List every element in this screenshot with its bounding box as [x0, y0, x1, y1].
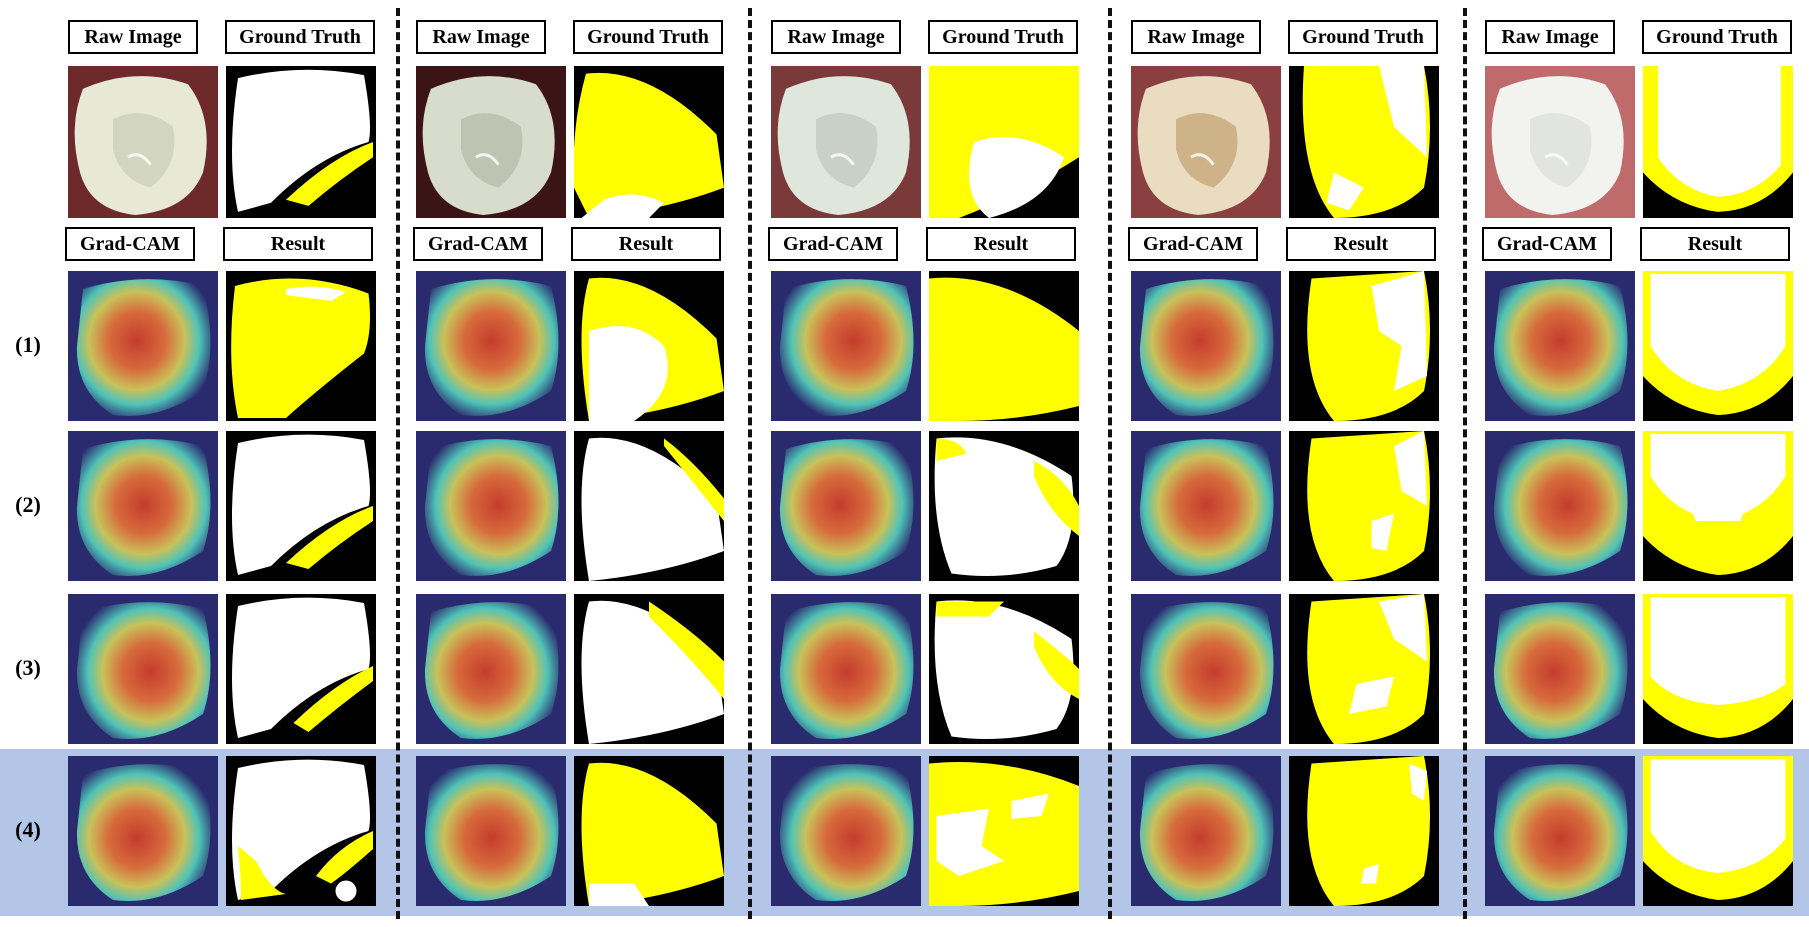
grad-cam-heatmap [416, 271, 566, 421]
header-grad-cam: Grad-CAM [65, 227, 195, 261]
row-label: (3) [15, 655, 41, 680]
ground-truth-mask [929, 66, 1079, 218]
grad-cam-heatmap [1131, 431, 1281, 581]
grad-cam-heatmap [1131, 756, 1281, 906]
grad-cam-heatmap [1485, 594, 1635, 744]
header-ground-truth: Ground Truth [928, 20, 1078, 54]
grad-cam-heatmap [771, 431, 921, 581]
result-mask [574, 756, 724, 906]
raw-image [771, 66, 921, 218]
result-mask [226, 594, 376, 744]
header-raw-image: Raw Image [416, 20, 546, 54]
raw-image [68, 66, 218, 218]
row-label: (2) [15, 492, 41, 517]
result-mask [1643, 756, 1793, 906]
grad-cam-heatmap [1131, 271, 1281, 421]
grad-cam-heatmap [68, 594, 218, 744]
header-raw-image: Raw Image [1485, 20, 1615, 54]
header-grad-cam: Grad-CAM [1128, 227, 1258, 261]
dashed-divider [1108, 8, 1112, 919]
header-grad-cam: Grad-CAM [1482, 227, 1612, 261]
header-raw-image: Raw Image [68, 20, 198, 54]
result-mask [929, 594, 1079, 744]
header-result: Result [223, 227, 373, 261]
result-mask [1643, 271, 1793, 421]
grad-cam-heatmap [416, 594, 566, 744]
ground-truth-mask [226, 66, 376, 218]
grad-cam-heatmap [416, 756, 566, 906]
grad-cam-heatmap [68, 756, 218, 906]
grad-cam-heatmap [68, 271, 218, 421]
row-label: (1) [15, 332, 41, 357]
ground-truth-mask [1289, 66, 1439, 218]
result-mask [1643, 431, 1793, 581]
grad-cam-heatmap [1485, 431, 1635, 581]
grad-cam-heatmap [771, 594, 921, 744]
dashed-divider [1463, 8, 1467, 919]
grad-cam-heatmap [68, 431, 218, 581]
header-result: Result [926, 227, 1076, 261]
grad-cam-heatmap [416, 431, 566, 581]
result-mask [226, 271, 376, 421]
header-ground-truth: Ground Truth [1642, 20, 1792, 54]
raw-image [416, 66, 566, 218]
result-mask [574, 594, 724, 744]
result-mask [929, 756, 1079, 906]
row-label: (4) [15, 817, 41, 842]
header-raw-image: Raw Image [1131, 20, 1261, 54]
header-result: Result [571, 227, 721, 261]
header-ground-truth: Ground Truth [1288, 20, 1438, 54]
result-mask [1289, 271, 1439, 421]
dashed-divider [748, 8, 752, 919]
grad-cam-heatmap [771, 756, 921, 906]
result-mask [929, 431, 1079, 581]
header-raw-image: Raw Image [771, 20, 901, 54]
header-ground-truth: Ground Truth [573, 20, 723, 54]
header-result: Result [1286, 227, 1436, 261]
result-mask [226, 756, 376, 906]
result-mask [574, 271, 724, 421]
ground-truth-mask [574, 66, 724, 218]
header-result: Result [1640, 227, 1790, 261]
result-mask [1289, 594, 1439, 744]
header-ground-truth: Ground Truth [225, 20, 375, 54]
result-mask [574, 431, 724, 581]
grad-cam-heatmap [1131, 594, 1281, 744]
raw-image [1131, 66, 1281, 218]
result-mask [929, 271, 1079, 421]
result-mask [226, 431, 376, 581]
ground-truth-mask [1643, 66, 1793, 218]
grad-cam-heatmap [771, 271, 921, 421]
raw-image [1485, 66, 1635, 218]
header-grad-cam: Grad-CAM [413, 227, 543, 261]
header-grad-cam: Grad-CAM [768, 227, 898, 261]
result-mask [1289, 756, 1439, 906]
result-mask [1643, 594, 1793, 744]
grad-cam-heatmap [1485, 756, 1635, 906]
grad-cam-heatmap [1485, 271, 1635, 421]
dashed-divider [396, 8, 400, 919]
result-mask [1289, 431, 1439, 581]
